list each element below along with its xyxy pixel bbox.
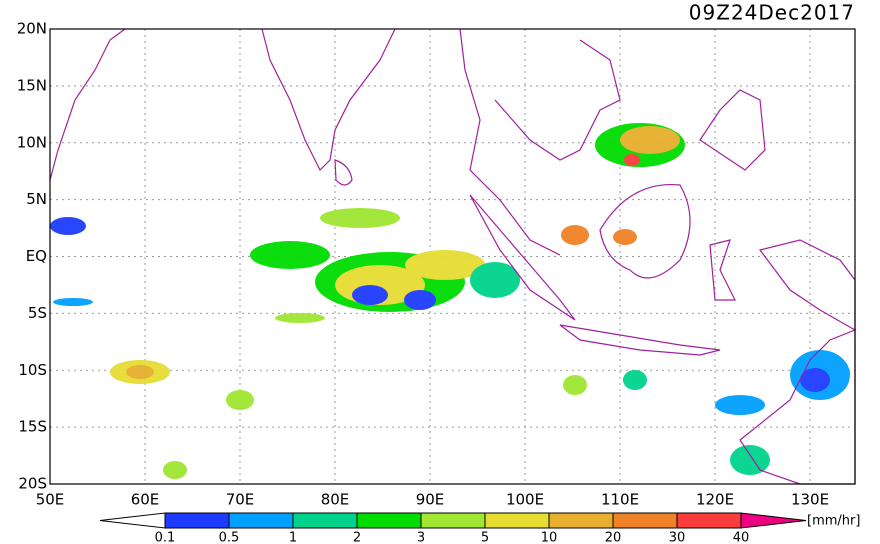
lat-label: 5N [26, 190, 47, 208]
colorbar: 0.1 0.5 1 2 3 5 10 20 30 40 [mm/hr] [99, 512, 860, 544]
lon-label: 130E [791, 491, 829, 509]
rain-patch [613, 229, 637, 245]
lat-label: 15S [18, 418, 47, 436]
colorbar-label: 0.1 [155, 531, 176, 544]
lon-label: 120E [696, 491, 734, 509]
colorbar-label: 1 [289, 531, 297, 544]
lon-label: 50E [36, 491, 65, 509]
colorbar-segment [676, 512, 742, 529]
rain-patch [226, 390, 254, 410]
colorbar-label: 3 [417, 531, 425, 544]
lat-label: 20N [17, 20, 47, 38]
rain-patch [163, 461, 187, 479]
colorbar-unit: [mm/hr] [807, 514, 860, 529]
rain-patch [563, 375, 587, 395]
colorbar-segment [164, 512, 230, 529]
lon-label: 90E [416, 491, 445, 509]
lat-label: 15N [17, 76, 47, 94]
coastline [559, 324, 721, 356]
rain-patch [715, 395, 765, 415]
coastline [469, 194, 576, 321]
map-frame [49, 28, 856, 485]
colorbar-label: 5 [481, 531, 489, 544]
colorbar-label: 20 [605, 531, 622, 544]
lat-label: 5S [28, 304, 47, 322]
colorbar-label: 10 [541, 531, 558, 544]
lat-label: 10N [17, 133, 47, 151]
coastline [494, 39, 621, 161]
coastline [334, 159, 353, 186]
colorbar-segment [612, 512, 678, 529]
lat-label: EQ [26, 247, 47, 265]
colorbar-segment [356, 512, 422, 529]
rain-patch [250, 241, 330, 269]
rain-patch [404, 290, 436, 310]
colorbar-label: 2 [353, 531, 361, 544]
rain-patch [730, 445, 770, 475]
lat-label: 20S [18, 475, 47, 493]
rain-patch [623, 370, 647, 390]
lon-label: 70E [226, 491, 255, 509]
coastline [699, 89, 766, 171]
colorbar-label: 30 [669, 531, 686, 544]
lon-label: 100E [506, 491, 544, 509]
rain-patch [470, 262, 520, 298]
rain-patch [275, 313, 325, 323]
coastline [599, 183, 691, 279]
rain-patch [561, 225, 589, 245]
colorbar-segment [228, 512, 294, 529]
coastline [49, 28, 126, 181]
colorbar-label: 40 [733, 531, 750, 544]
colorbar-label: 0.5 [219, 531, 240, 544]
rain-patch [352, 285, 388, 305]
rain-patch [620, 126, 680, 154]
lon-label: 110E [601, 491, 639, 509]
colorbar-segment [484, 512, 550, 529]
rain-patch [126, 365, 154, 379]
lon-label: 80E [321, 491, 350, 509]
rain-patch [50, 217, 86, 235]
colorbar-over [740, 512, 807, 529]
rain-patch [405, 250, 485, 280]
coastline [758, 239, 856, 332]
colorbar-segment [420, 512, 486, 529]
lon-label: 60E [131, 491, 160, 509]
colorbar-segment [292, 512, 358, 529]
colorbar-under [99, 512, 166, 529]
coastline [459, 28, 561, 256]
rain-field [50, 123, 850, 479]
rain-patch [800, 368, 830, 392]
colorbar-segment [548, 512, 614, 529]
rain-patch [320, 208, 400, 228]
coastline [261, 28, 396, 172]
rain-patch [624, 154, 640, 166]
rain-patch [53, 298, 93, 306]
map-title: 09Z24Dec2017 [689, 1, 855, 25]
lat-label: 10S [18, 361, 47, 379]
coastline [709, 239, 736, 301]
